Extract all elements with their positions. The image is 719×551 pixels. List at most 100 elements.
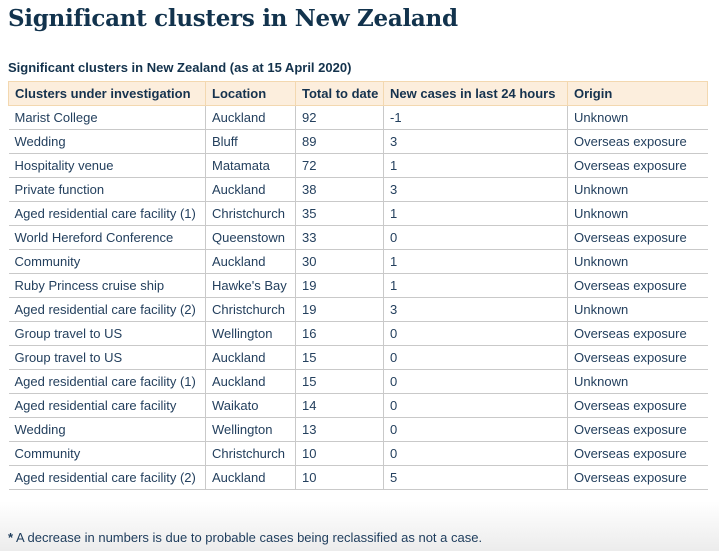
table-cell: Hawke's Bay xyxy=(205,273,296,298)
table-cell: 38 xyxy=(295,177,384,202)
table-cell: 15 xyxy=(295,345,384,370)
table-cell: Overseas exposure xyxy=(567,465,708,490)
table-cell: Hospitality venue xyxy=(8,153,206,178)
table-cell: Auckland xyxy=(205,345,296,370)
table-cell: 10 xyxy=(295,441,384,466)
table-cell: 0 xyxy=(383,393,568,418)
table-cell: Unknown xyxy=(567,105,708,130)
table-cell: Auckland xyxy=(205,249,296,274)
table-cell: Unknown xyxy=(567,201,708,226)
table-cell: 13 xyxy=(295,417,384,442)
table-cell: Wellington xyxy=(205,417,296,442)
table-cell: Waikato xyxy=(205,393,296,418)
table-cell: 16 xyxy=(295,321,384,346)
table-cell: 89 xyxy=(295,129,384,154)
table-row: Marist College Auckland 92 -1 Unknown xyxy=(8,105,708,130)
table-cell: Private function xyxy=(8,177,206,202)
table-cell: Bluff xyxy=(205,129,296,154)
table-cell: 72 xyxy=(295,153,384,178)
table-cell: 14 xyxy=(295,393,384,418)
table-cell: Unknown xyxy=(567,369,708,394)
table-cell: 0 xyxy=(383,345,568,370)
table-row: Community Auckland 30 1 Unknown xyxy=(8,249,708,274)
table-cell: Ruby Princess cruise ship xyxy=(8,273,206,298)
table-cell: Christchurch xyxy=(205,441,296,466)
table-row: Community Christchurch 10 0 Overseas exposur… xyxy=(8,441,708,466)
table-cell: Wedding xyxy=(8,129,206,154)
table-cell: 1 xyxy=(383,249,568,274)
table-cell: 92 xyxy=(295,105,384,130)
table-cell: Auckland xyxy=(205,105,296,130)
table-row: Aged residential care facility (1) Christ… xyxy=(8,201,708,226)
table-cell: 35 xyxy=(295,201,384,226)
table-cell: 3 xyxy=(383,177,568,202)
table-row: World Hereford Conference Queenstown 33 0 Ov… xyxy=(8,225,708,250)
table-cell: Overseas exposure xyxy=(567,129,708,154)
table-cell: Auckland xyxy=(205,369,296,394)
table-cell: 1 xyxy=(383,273,568,298)
table-row: Hospitality venue Matamata 72 1 Overseas exp… xyxy=(8,153,708,178)
table-caption: Significant clusters in New Zealand (as … xyxy=(8,60,352,75)
column-header: New cases in last 24 hours xyxy=(383,81,568,106)
table-cell: Aged residential care facility xyxy=(8,393,206,418)
table-cell: 0 xyxy=(383,225,568,250)
table-cell: Christchurch xyxy=(205,201,296,226)
table-cell: Christchurch xyxy=(205,297,296,322)
table-row: Group travel to US Auckland 15 0 Overseas ex… xyxy=(8,345,708,370)
table-cell: Auckland xyxy=(205,177,296,202)
table-cell: Auckland xyxy=(205,465,296,490)
table-cell: -1 xyxy=(383,105,568,130)
table-cell: Overseas exposure xyxy=(567,345,708,370)
table-cell: Overseas exposure xyxy=(567,225,708,250)
table-cell: Overseas exposure xyxy=(567,153,708,178)
table-cell: Marist College xyxy=(8,105,206,130)
table-cell: Overseas exposure xyxy=(567,417,708,442)
column-header: Total to date xyxy=(295,81,384,106)
table-cell: Aged residential care facility (1) xyxy=(8,201,206,226)
table-row: Aged residential care facility Waikato 14 0… xyxy=(8,393,708,418)
column-header: Origin xyxy=(567,81,708,106)
column-header: Location xyxy=(205,81,296,106)
table-row: Aged residential care facility (2) Christ… xyxy=(8,297,708,322)
table-row: Aged residential care facility (1) Auckla… xyxy=(8,369,708,394)
table-cell: Aged residential care facility (2) xyxy=(8,297,206,322)
page-title: Significant clusters in New Zealand xyxy=(8,5,458,32)
table-cell: Queenstown xyxy=(205,225,296,250)
table-cell: Aged residential care facility (2) xyxy=(8,465,206,490)
table-row: Ruby Princess cruise ship Hawke's Bay 19 1 O… xyxy=(8,273,708,298)
table-row: Wedding Bluff 89 3 Overseas exposure xyxy=(8,129,708,154)
table-cell: Matamata xyxy=(205,153,296,178)
table-cell: 15 xyxy=(295,369,384,394)
table-cell: 0 xyxy=(383,441,568,466)
table-cell: Group travel to US xyxy=(8,345,206,370)
table-cell: Unknown xyxy=(567,297,708,322)
table-header: Clusters under investigation Location Tota… xyxy=(8,81,708,106)
table-cell: World Hereford Conference xyxy=(8,225,206,250)
table-cell: 0 xyxy=(383,321,568,346)
table-cell: Overseas exposure xyxy=(567,321,708,346)
table-cell: Community xyxy=(8,249,206,274)
table-cell: Unknown xyxy=(567,177,708,202)
table-cell: 19 xyxy=(295,297,384,322)
column-header: Clusters under investigation xyxy=(8,81,206,106)
clusters-table: Clusters under investigation Location Tota… xyxy=(8,81,708,490)
table-header-row: Clusters under investigation Location Tota… xyxy=(8,81,708,106)
table-cell: Overseas exposure xyxy=(567,273,708,298)
table-cell: 30 xyxy=(295,249,384,274)
table-cell: Overseas exposure xyxy=(567,441,708,466)
table-cell: 0 xyxy=(383,417,568,442)
table-row: Aged residential care facility (2) Auckla… xyxy=(8,465,708,490)
footnote-text: A decrease in numbers is due to probable… xyxy=(13,530,483,545)
table-cell: Wellington xyxy=(205,321,296,346)
table-cell: Community xyxy=(8,441,206,466)
table-cell: 10 xyxy=(295,465,384,490)
table-cell: Aged residential care facility (1) xyxy=(8,369,206,394)
table-cell: Overseas exposure xyxy=(567,393,708,418)
table-cell: 19 xyxy=(295,273,384,298)
table-cell: 1 xyxy=(383,153,568,178)
table-cell: Group travel to US xyxy=(8,321,206,346)
table-cell: 3 xyxy=(383,129,568,154)
table-cell: Wedding xyxy=(8,417,206,442)
table-row: Group travel to US Wellington 16 0 Overseas … xyxy=(8,321,708,346)
page: Significant clusters in New Zealand Sign… xyxy=(0,4,719,551)
